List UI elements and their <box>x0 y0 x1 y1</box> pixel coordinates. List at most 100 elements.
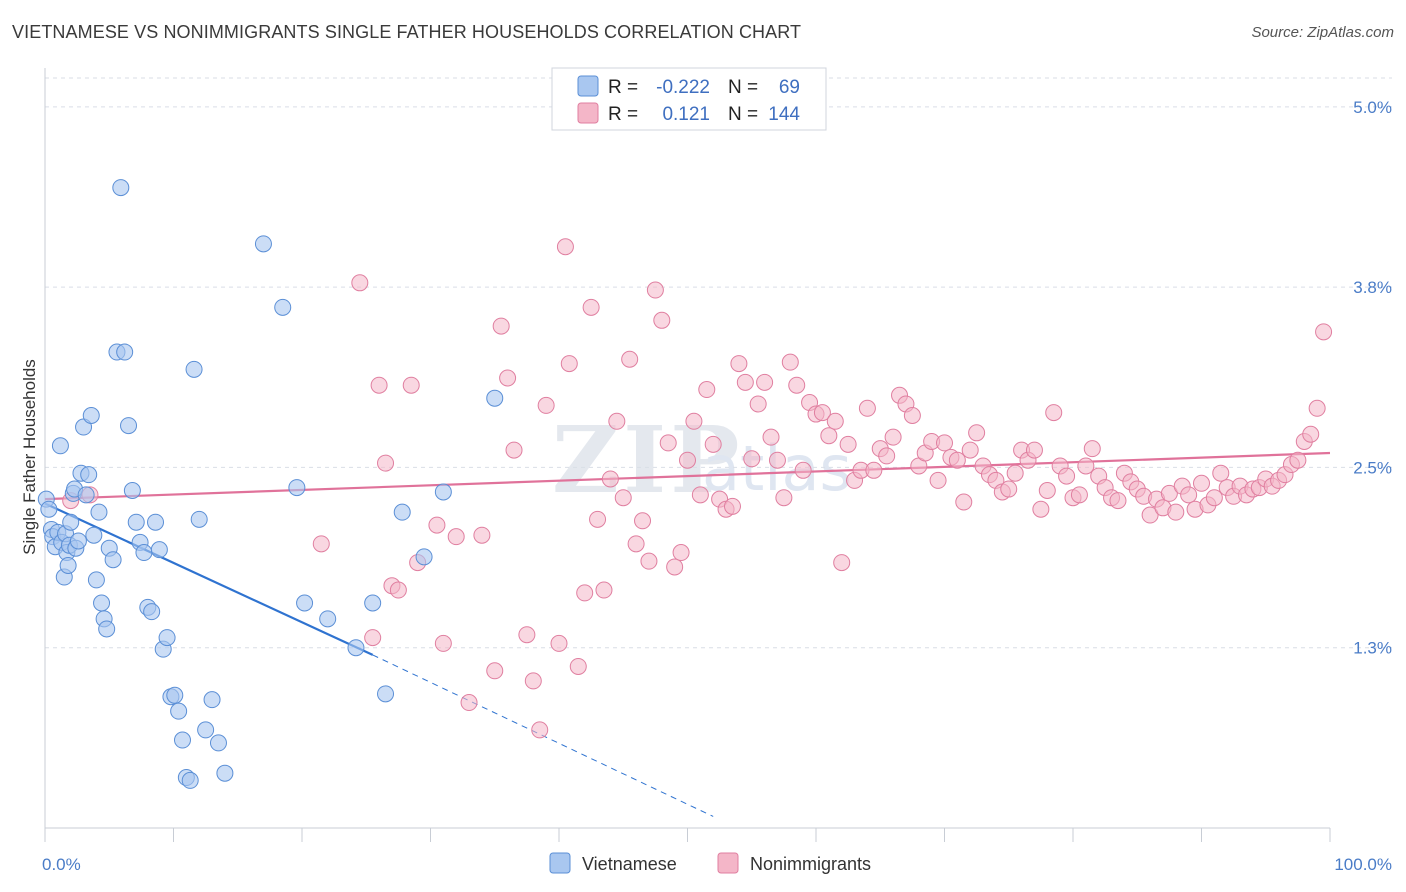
nonimmigrants-point-140 <box>1308 399 1326 417</box>
vietnamese-point-60 <box>296 594 314 612</box>
vietnamese-point-33 <box>116 343 134 361</box>
vietnamese-point-36 <box>127 513 145 531</box>
nonimmigrants-point-24 <box>560 355 578 373</box>
legend-n-value-nonimmigrants: 144 <box>768 104 800 125</box>
nonimmigrants-point-51 <box>736 373 754 391</box>
vietnamese-point-26 <box>93 594 111 612</box>
series-legend: Vietnamese Nonimmigrants <box>549 852 871 874</box>
vietnamese-point-42 <box>150 541 168 559</box>
series-legend-label-vietnamese: Vietnamese <box>582 854 677 874</box>
nonimmigrants-point-92 <box>1000 480 1018 498</box>
nonimmigrants-point-19 <box>524 672 542 690</box>
nonimmigrants-point-11 <box>447 528 465 546</box>
nonimmigrants-point-40 <box>666 558 684 576</box>
vietnamese-point-30 <box>104 551 122 569</box>
vietnamese-point-54 <box>203 691 221 709</box>
nonimmigrants-point-58 <box>781 353 799 371</box>
nonimmigrants-point-137 <box>1289 451 1307 469</box>
vietnamese-point-61 <box>319 610 337 628</box>
y-tick-label-1: 2.5% <box>1353 458 1392 477</box>
nonimmigrants-point-25 <box>569 657 587 675</box>
nonimmigrants-point-33 <box>621 350 639 368</box>
nonimmigrants-point-67 <box>839 435 857 453</box>
nonimmigrants-point-27 <box>582 298 600 316</box>
nonimmigrants-point-104 <box>1077 457 1095 475</box>
tick-labels: 1.3% 2.5% 3.8% 5.0% 0.0% 100.0% <box>42 98 1392 874</box>
nonimmigrants-point-39 <box>659 434 677 452</box>
nonimmigrants-point-26 <box>576 584 594 602</box>
legend-r-label-nonimmigrants: R = <box>608 104 638 125</box>
nonimmigrants-point-59 <box>788 376 806 394</box>
vietnamese-point-50 <box>181 771 199 789</box>
nonimmigrants-point-49 <box>723 497 741 515</box>
nonimmigrants-point-34 <box>627 535 645 553</box>
axes <box>44 68 1331 842</box>
nonimmigrants-point-50 <box>730 355 748 373</box>
nonimmigrants-point-56 <box>768 451 786 469</box>
vietnamese-point-21 <box>80 466 98 484</box>
nonimmigrants-point-54 <box>756 373 774 391</box>
nonimmigrants-point-105 <box>1083 440 1101 458</box>
vietnamese-point-64 <box>377 685 395 703</box>
nonimmigrants-point-15 <box>492 317 510 335</box>
vietnamese-point-44 <box>158 629 176 647</box>
y-axis-label: Single Father Households <box>20 359 39 555</box>
vietnamese-point-22 <box>82 407 100 424</box>
legend-swatch-nonimmigrants <box>577 102 599 124</box>
vietnamese-point-24 <box>87 571 105 589</box>
y-tick-label-3: 5.0% <box>1353 98 1392 117</box>
nonimmigrants-point-29 <box>595 581 613 599</box>
nonimmigrants-point-97 <box>1032 500 1050 518</box>
series-legend-swatch-nonimmigrants <box>717 852 739 874</box>
nonimmigrants-point-17 <box>505 441 523 459</box>
nonimmigrants-point-77 <box>903 407 921 424</box>
nonimmigrants-point-85 <box>955 493 973 511</box>
vietnamese-point-6 <box>51 437 69 455</box>
nonimmigrants-point-14 <box>486 662 504 680</box>
vietnamese-point-51 <box>185 360 203 378</box>
nonimmigrants-point-73 <box>878 447 896 465</box>
nonimmigrants-point-3 <box>370 376 388 394</box>
nonimmigrants-point-38 <box>653 311 671 329</box>
legend-r-value-nonimmigrants: 0.121 <box>662 104 710 125</box>
nonimmigrants-point-22 <box>550 634 568 652</box>
vietnamese-point-38 <box>135 544 153 562</box>
legend-r-label-vietnamese: R = <box>608 77 638 98</box>
nonimmigrants-point-18 <box>518 626 536 644</box>
vietnamese-point-55 <box>209 734 227 752</box>
vietnamese-point-17 <box>69 532 87 550</box>
vietnamese-point-1 <box>40 500 58 518</box>
x-tick-label-1: 100.0% <box>1334 855 1392 874</box>
nonimmigrants-point-101 <box>1058 467 1076 485</box>
nonimmigrants-point-20 <box>531 721 549 739</box>
nonimmigrants-point-44 <box>691 486 709 504</box>
vietnamese-point-28 <box>98 620 116 638</box>
series-legend-label-nonimmigrants: Nonimmigrants <box>750 854 871 874</box>
source-credit: Source: ZipAtlas.com <box>1251 24 1394 41</box>
vietnamese-point-46 <box>166 686 184 704</box>
vietnamese-point-68 <box>486 389 504 407</box>
nonimmigrants-point-117 <box>1160 484 1178 502</box>
vietnamese-point-35 <box>123 482 141 499</box>
nonimmigrants-point-74 <box>884 428 902 446</box>
grid-lines <box>45 77 1392 649</box>
vietnamese-point-57 <box>254 235 272 253</box>
nonimmigrants-point-87 <box>968 424 986 442</box>
series-legend-swatch-vietnamese <box>549 852 571 874</box>
nonimmigrants-point-57 <box>775 489 793 507</box>
vietnamese-point-62 <box>347 639 365 657</box>
vietnamese-point-23 <box>85 526 103 544</box>
vietnamese-point-34 <box>120 417 138 435</box>
nonimmigrants-point-103 <box>1070 486 1088 504</box>
nonimmigrants-point-99 <box>1045 404 1063 422</box>
nonimmigrants-point-41 <box>672 544 690 562</box>
vietnamese-point-53 <box>197 721 215 739</box>
nonimmigrants-point-82 <box>936 434 953 452</box>
vietnamese-point-48 <box>173 731 191 749</box>
nonimmigrants-point-42 <box>679 451 696 469</box>
nonimmigrants-point-63 <box>813 404 831 422</box>
vietnamese-point-32 <box>112 179 130 197</box>
nonimmigrants-point-30 <box>601 470 619 488</box>
nonimmigrants-point-1 <box>351 274 369 292</box>
